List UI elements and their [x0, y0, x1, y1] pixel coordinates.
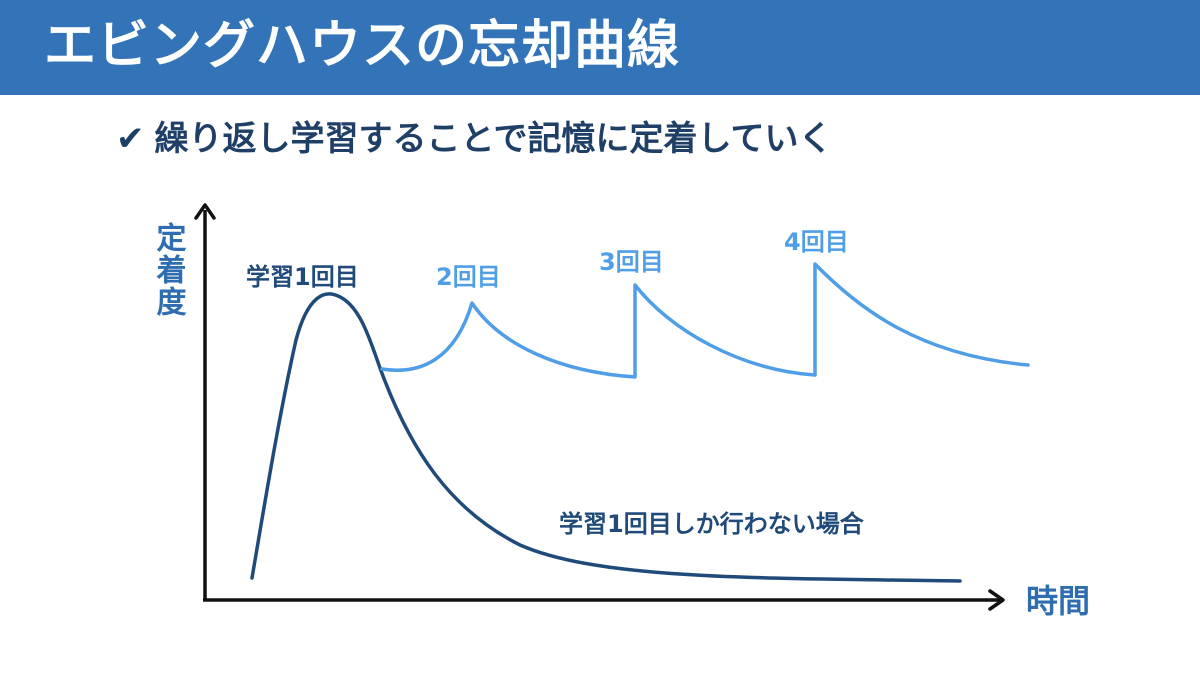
subtitle: ✔ 繰り返し学習することで記憶に定着していく: [116, 117, 832, 161]
y-axis-arrow-icon: [194, 203, 216, 220]
label-second: 2回目: [436, 263, 501, 291]
x-axis-arrow-icon: [988, 589, 1005, 611]
page-title: エビングハウスの忘却曲線: [44, 16, 681, 76]
label-first-learning: 学習1回目: [246, 263, 359, 291]
repeated-learning-curve: [380, 262, 1030, 379]
header-bar: [0, 0, 1200, 95]
label-only-once: 学習1回目しか行わない場合: [559, 510, 865, 538]
single-learning-curve: [250, 292, 962, 583]
y-axis-label: 定着度: [151, 221, 187, 318]
label-fourth: 4回目: [784, 228, 849, 256]
x-axis-label: 時間: [1026, 582, 1090, 620]
checkmark-icon: ✔: [116, 119, 145, 159]
subtitle-text: 繰り返し学習することで記憶に定着していく: [154, 119, 833, 159]
label-third: 3回目: [599, 248, 664, 276]
